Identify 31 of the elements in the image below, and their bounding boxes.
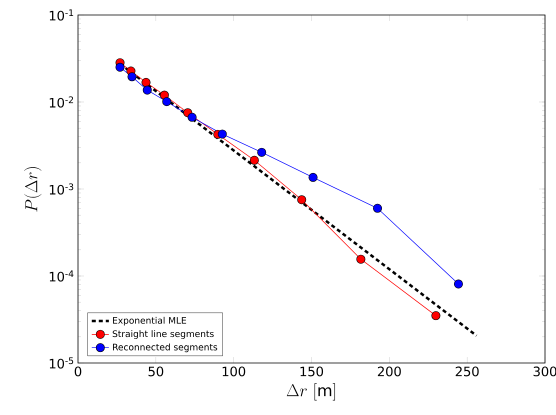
point: [142, 86, 152, 95]
x-tick-label: 200: [378, 366, 401, 376]
y-tick-label: 10$^{-4}$: [50, 270, 74, 282]
point: [297, 195, 306, 204]
point: [431, 311, 440, 320]
point: [188, 112, 197, 122]
point: [356, 254, 366, 264]
point: [128, 72, 137, 82]
point: [142, 78, 151, 87]
y-tick-label: 10$^{-1}$: [50, 9, 74, 21]
point: [218, 130, 227, 139]
x-tick-label: 250: [456, 366, 479, 376]
y-axis-title: $P(\Delta r)$: [24, 167, 42, 212]
point: [373, 204, 382, 213]
point: [257, 148, 266, 157]
x-tick-label: 100: [222, 366, 246, 376]
y-tick-label: 10$^{-2}$: [50, 96, 74, 108]
legend-label: Straight line segments: [112, 330, 214, 339]
y-tick-label: 10$^{-3}$: [50, 183, 74, 195]
x-tick-label: 50: [148, 366, 164, 376]
point: [116, 62, 125, 72]
y-tick-label: 10$^{-5}$: [50, 357, 74, 369]
x-tick-label: 150: [300, 366, 324, 376]
legend-label: Reconnected segments: [112, 344, 218, 352]
x-tick-label: 0: [74, 366, 82, 376]
x-axis-title: $\Delta r\ [\mathrm{m}]$: [286, 383, 336, 400]
point: [454, 279, 463, 288]
point: [308, 172, 318, 182]
point: [250, 156, 259, 165]
point: [162, 97, 172, 106]
legend-label: Exponential MLE: [112, 316, 186, 326]
